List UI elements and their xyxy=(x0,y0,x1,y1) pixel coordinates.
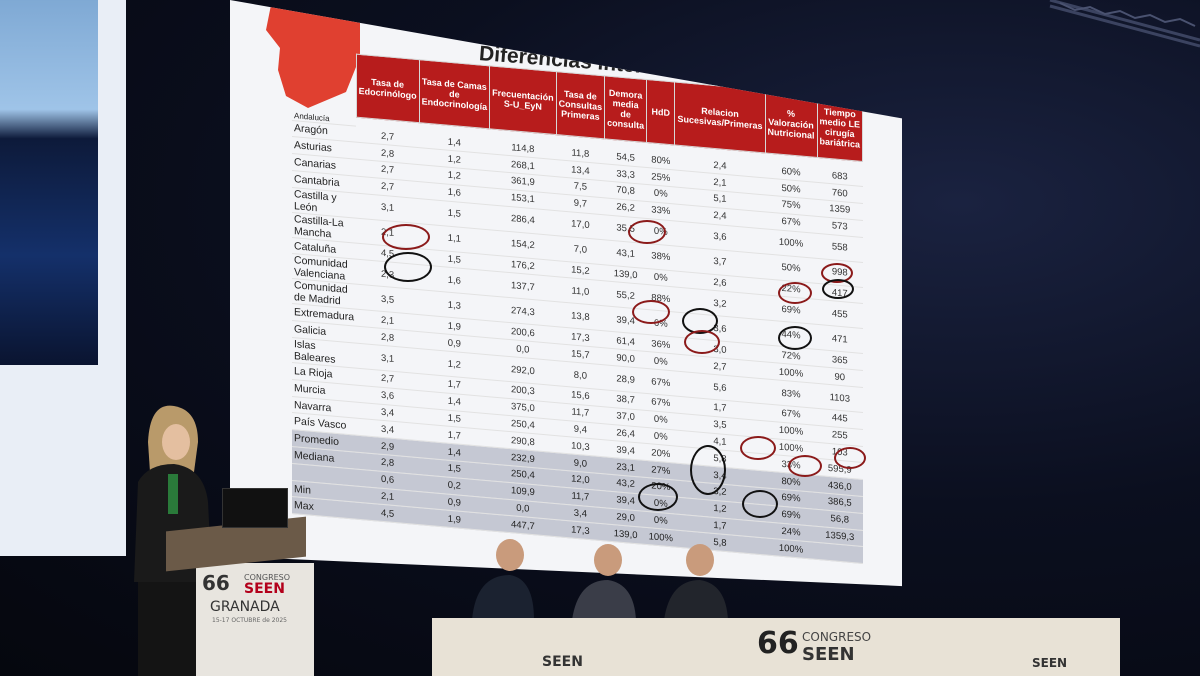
summary-cell xyxy=(817,542,863,564)
column-header: Tiempo medio LE cirugía bariátrica xyxy=(817,94,863,162)
stage-truss xyxy=(1049,0,1200,48)
annotation-circle xyxy=(684,330,720,354)
column-header: % Valoración Nutricional xyxy=(765,89,818,158)
column-header: Tasa de Edocrinólogo xyxy=(356,54,420,123)
value-cell: 43,1 xyxy=(604,239,647,269)
panelist xyxy=(472,539,534,620)
podium: 66 CONGRESO SEEN GRANADA 15-17 OCTUBRE d… xyxy=(196,563,314,676)
value-cell: 28,9 xyxy=(604,364,647,394)
annotation-circle xyxy=(788,455,822,477)
desk-congreso: CONGRESO xyxy=(802,630,872,644)
spain-map-icon xyxy=(266,0,360,108)
side-screen-image xyxy=(0,0,98,365)
annotation-circle xyxy=(740,436,776,460)
column-header: Tasa de Consultas Primeras xyxy=(556,71,605,139)
podium-dates: 15-17 OCTUBRE de 2025 xyxy=(212,617,287,624)
side-screen xyxy=(0,0,126,556)
desk-brand-left: SEEN xyxy=(542,654,583,670)
podium-city: GRANADA xyxy=(210,599,280,615)
speaker-figure xyxy=(134,405,212,676)
annotation-circle xyxy=(778,326,812,350)
annotation-circle xyxy=(834,447,866,469)
value-cell: 67% xyxy=(646,368,675,397)
region-header xyxy=(292,49,356,118)
data-table: Tasa de Edocrinólogo Tasa de Camas de End… xyxy=(292,48,863,564)
value-cell: 38% xyxy=(646,243,675,271)
column-header: Frecuentación S-U_EyN xyxy=(489,65,557,135)
podium-number: 66 xyxy=(202,571,230,595)
column-header: HdD xyxy=(646,79,675,146)
summary-cell: 100% xyxy=(765,538,818,560)
annotation-circle xyxy=(638,483,678,511)
panel-desk: SEEN 66 CONGRESO SEEN SEEN xyxy=(432,618,1120,676)
annotation-circle xyxy=(690,445,726,495)
column-header: Relacion Sucesivas/Primeras xyxy=(674,82,766,153)
annotation-circle xyxy=(742,490,778,518)
annotation-circle xyxy=(632,300,670,324)
column-header: Tasa de Camas de Endocrinología xyxy=(419,59,490,129)
podium-congreso: CONGRESO xyxy=(244,573,291,582)
podium-brand: SEEN xyxy=(244,581,285,597)
laptop xyxy=(222,488,288,528)
annotation-circle xyxy=(382,224,430,250)
annotation-circle xyxy=(778,282,812,304)
annotation-circle xyxy=(628,220,666,244)
desk-brand: SEEN xyxy=(802,644,855,665)
annotation-circle xyxy=(384,252,432,282)
desk-number: 66 xyxy=(757,626,799,661)
panelist xyxy=(664,544,728,620)
annotation-circle xyxy=(822,279,854,299)
panelist xyxy=(572,544,636,620)
desk-brand-right: SEEN xyxy=(1032,656,1068,670)
table-body: Andalucía Aragón 2,7 1,4 114,8 11,8 54,5 80% 2,… xyxy=(292,111,863,564)
projection-screen: Diferencias interterritoriales Tasa de E… xyxy=(230,0,902,587)
summary-cell: 17,3 xyxy=(556,520,605,542)
column-header: Demora media de consulta xyxy=(604,75,647,143)
